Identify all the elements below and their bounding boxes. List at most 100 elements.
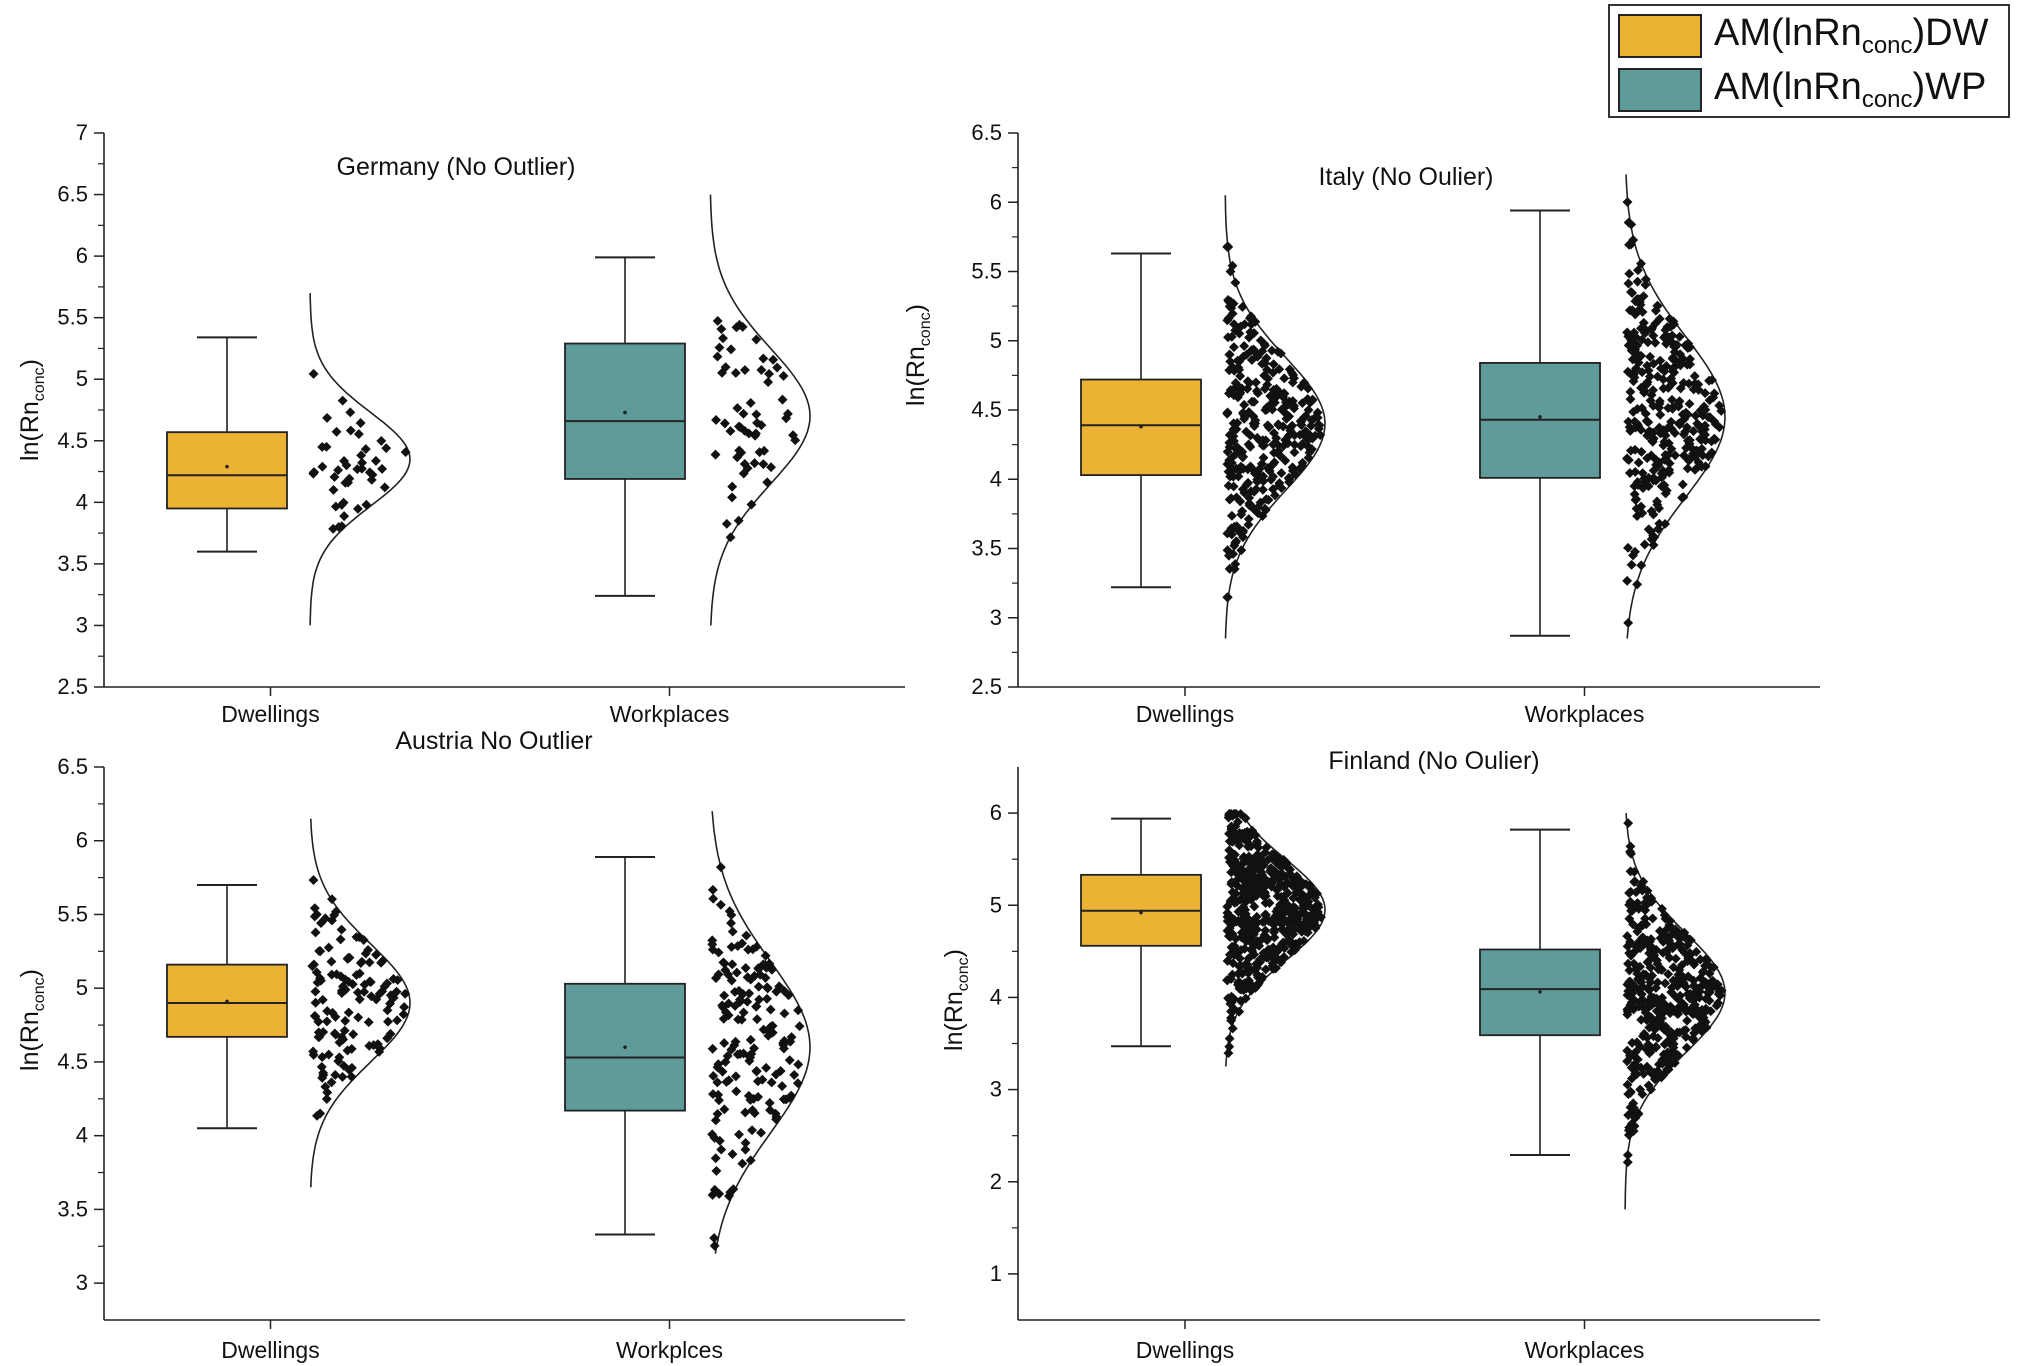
scatter-point [1700,420,1710,431]
scatter-point [329,1028,340,1039]
x-tick-label: Workplaces [1525,1337,1645,1363]
legend-item-workplaces: AM(lnRnconc)WP [1618,66,1986,114]
scatter-point [1681,933,1692,944]
scatter-point [1624,913,1635,924]
scatter-point [1237,506,1248,517]
scatter-point [1278,937,1289,948]
scatter-point [751,334,762,345]
scatter-point [764,1098,775,1108]
scatter-point [1704,375,1715,386]
box-group-1: Workplaces [1479,813,1727,1363]
scatter-point [1315,430,1326,440]
scatter-point [1637,403,1647,414]
scatter-point [764,368,775,379]
scatter-point [1234,976,1244,987]
scatter-point [1628,1103,1639,1114]
scatter-point [1660,519,1671,529]
scatter-point [1690,410,1701,421]
scatter-point [1649,1024,1660,1035]
scatter-point [710,1115,721,1126]
scatter-point [1289,945,1300,956]
y-tick-label: 3.5 [971,536,1002,561]
scatter-point [1694,1012,1705,1022]
scatter-point [1638,291,1649,302]
scatter-point [740,963,751,973]
scatter-point [1240,813,1251,824]
scatter-point [1230,559,1241,570]
scatter-point [1695,434,1706,445]
scatter-point [740,1138,751,1148]
scatter-point [1253,970,1264,981]
scatter-point [1622,1005,1633,1015]
scatter-point [1650,1042,1661,1053]
scatter-point [310,927,321,938]
scatter-point [714,1188,725,1199]
scatter-point [1636,939,1647,950]
scatter-point [739,365,750,375]
scatter-point [1226,331,1237,342]
box-group-0: Dwellings [166,818,411,1363]
scatter-point [1244,498,1255,509]
scatter-point [1623,278,1634,289]
scatter-point [1649,993,1660,1003]
scatter-point [331,426,342,437]
scatter-point [1636,1014,1647,1025]
scatter-point [1645,351,1656,362]
y-tick-label: 5 [76,366,88,391]
scatter-point [1314,420,1325,431]
scatter-point [1237,302,1248,312]
scatter-point [1710,419,1721,429]
scatter-points [1622,818,1727,1168]
scatter-point [1641,1015,1652,1026]
scatter-point [1656,481,1667,492]
scatter-point [1244,332,1255,343]
scatter-point [379,482,390,493]
scatter-point [1629,877,1640,887]
scatter-point [1624,965,1635,976]
scatter-point [1302,441,1313,452]
y-tick-label: 3 [76,1270,88,1295]
scatter-point [1637,468,1648,479]
scatter-point [1657,964,1667,975]
y-axis-label: ln(Rnconc) [902,304,934,406]
scatter-point [1630,964,1641,975]
scatter-point [1630,900,1641,911]
scatter-point [716,1144,727,1155]
scatter-point [1243,519,1254,530]
scatter-point [777,394,788,405]
scatter-point [383,1016,393,1027]
scatter-point [1294,463,1305,474]
box-mean [225,464,229,469]
scatter-point [1313,902,1324,913]
scatter-point [1306,420,1317,431]
scatter-point [1682,463,1693,474]
scatter-point [1682,359,1693,370]
scatter-point [1636,560,1647,571]
scatter-point [1225,852,1236,863]
scatter-point [717,1000,728,1011]
scatter-point [1696,461,1707,472]
scatter-point [763,377,774,388]
scatter-point [352,503,363,514]
scatter-point [1660,488,1671,499]
scatter-point [1291,908,1302,919]
scatter-point [1648,1031,1659,1042]
scatter-point [1632,276,1643,287]
scatter-point [1243,439,1254,450]
scatter-point [718,957,729,968]
scatter-point [1257,869,1268,880]
scatter-point [726,941,737,952]
scatter-point [1228,958,1238,969]
scatter-point [321,1016,332,1027]
scatter-point [1223,295,1234,305]
scatter-point [1656,363,1666,374]
scatter-point [734,445,745,456]
scatter-point [751,1001,762,1012]
scatter-point [1250,377,1261,388]
scatter-point [1226,510,1237,521]
scatter-point [709,1132,720,1143]
scatter-point [1249,396,1260,407]
scatter-point [1249,865,1260,876]
scatter-point [772,362,783,373]
scatter-point [718,1013,729,1024]
